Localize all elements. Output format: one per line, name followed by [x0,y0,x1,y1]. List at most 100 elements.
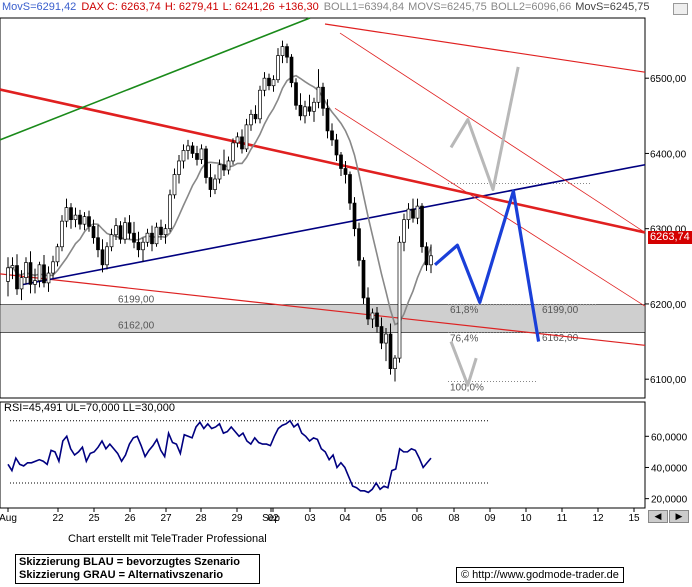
rsi-line [7,419,432,494]
candle-body [87,216,91,227]
right-level-label: 6162,00 [542,333,579,344]
candle-body [109,234,114,248]
x-tick-label: 29 [231,513,243,524]
candle-body [69,207,73,221]
candle-body [366,297,370,320]
candle-body [429,255,433,266]
channel-top-line [324,23,646,73]
candle-body [244,124,249,150]
candle-body [91,226,96,239]
candle-body [415,205,420,219]
candle-body [78,214,82,225]
candle-body [15,265,19,290]
candle-body [10,265,15,269]
candle-body [141,241,145,251]
candle-body [51,261,55,274]
fib-label: 100,0% [450,382,484,393]
rsi-panel-frame [0,401,646,509]
candle-body [100,249,105,266]
scroll-right-button[interactable]: ▶ [669,510,689,523]
candle-body [348,174,352,204]
zone-label-lower: 6162,00 [118,321,155,332]
candle-body [195,153,199,160]
candle-body [285,46,289,58]
candle-body [240,136,244,150]
candle-body [402,219,406,243]
candle-body [114,225,118,236]
candle-body [361,259,366,299]
y-tick-label: 6400,00 [650,149,687,160]
candle-body [411,208,415,219]
candle-body [312,101,316,112]
candle-body [249,113,253,126]
candle-body [226,160,231,171]
candle-body [46,272,51,284]
candle-body [388,333,393,370]
candle-body [235,136,240,144]
chart-credit: Chart erstellt mit TeleTrader Profession… [68,533,267,545]
candle-body [96,237,100,251]
fib-label: 76,4% [450,334,478,345]
x-tick-label: 06 [411,513,423,524]
candle-body [132,232,136,243]
candle-body [294,82,298,106]
x-tick-label: 10 [520,513,532,524]
x-tick-label: 08 [448,513,460,524]
candle-body [406,208,411,221]
candle-body [276,55,280,81]
candle-body [303,106,307,117]
candle-body [163,228,168,236]
gray-scenario-down [449,341,478,387]
candle-body [60,220,64,248]
x-tick-label: Sep [262,513,280,524]
x-tick-label: 26 [124,513,136,524]
header-item: DAX C: 6263,74 [81,1,161,13]
rsi-tick-label: 60,0000 [651,432,688,443]
source-link[interactable]: © http://www.godmode-trader.de [456,567,624,583]
candle-body [28,262,33,285]
candle-body [316,86,321,103]
candle-body [154,226,159,245]
y-tick-label: 6300,00 [650,225,687,236]
candle-body [420,205,424,248]
candle-body [334,139,339,156]
y-tick-label: 6500,00 [650,74,687,85]
candle-body [19,277,24,290]
x-tick-label: 27 [160,513,172,524]
x-tick-label: 09 [484,513,496,524]
x-tick-label: 22 [52,513,64,524]
y-tick-label: 6100,00 [650,375,687,386]
price-panel: 6199,00 6162,00 6500,00 6400,00 6300,00 6200,… [0,17,687,399]
uptrend-line [0,17,311,141]
legend-blue: Skizzierung BLAU = bevorzugtes Szenario [19,556,240,568]
scroll-left-button[interactable]: ◀ [648,510,668,523]
x-tick-label: 15 [628,513,640,524]
candle-body [375,312,379,327]
channel-mid-line [339,32,646,233]
candle-body [321,86,325,109]
header-item: MovS=6245,75 [575,1,650,13]
last-price-value: 6263,74 [650,231,690,243]
candle-body [397,241,402,359]
candle-body [231,142,235,162]
candle-body [145,232,150,243]
candle-body [150,232,154,245]
x-tick-label: 25 [88,513,100,524]
gray-scenario-up [449,66,520,192]
candle-body [424,246,429,266]
candle-body [325,107,330,132]
candle-body [289,56,294,84]
candle-body [159,226,163,236]
candle-body [123,222,127,240]
candle-body [33,280,37,285]
candle-body [222,164,226,171]
x-tick-label: 03 [304,513,316,524]
window-control-button[interactable] [673,3,688,15]
fib-label: 61,8% [450,305,478,316]
x-tick-label: 12 [592,513,604,524]
scenario-legend: Skizzierung BLAU = bevorzugtes Szenario … [15,554,260,584]
candle-body [258,89,262,120]
candle-body [24,262,28,278]
x-tick-label: 04 [339,513,351,524]
candle-body [271,79,276,87]
